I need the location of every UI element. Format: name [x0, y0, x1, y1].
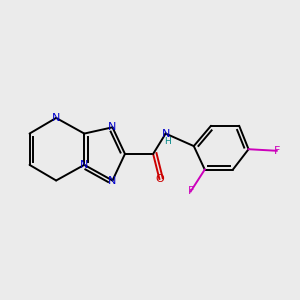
Text: O: O: [155, 174, 164, 184]
Text: N: N: [108, 176, 117, 185]
Text: N: N: [108, 122, 117, 132]
Text: F: F: [274, 146, 280, 156]
Text: N: N: [80, 160, 88, 170]
Text: N: N: [161, 129, 170, 139]
Text: H: H: [164, 137, 171, 146]
Text: N: N: [52, 113, 60, 123]
Text: F: F: [188, 187, 194, 196]
